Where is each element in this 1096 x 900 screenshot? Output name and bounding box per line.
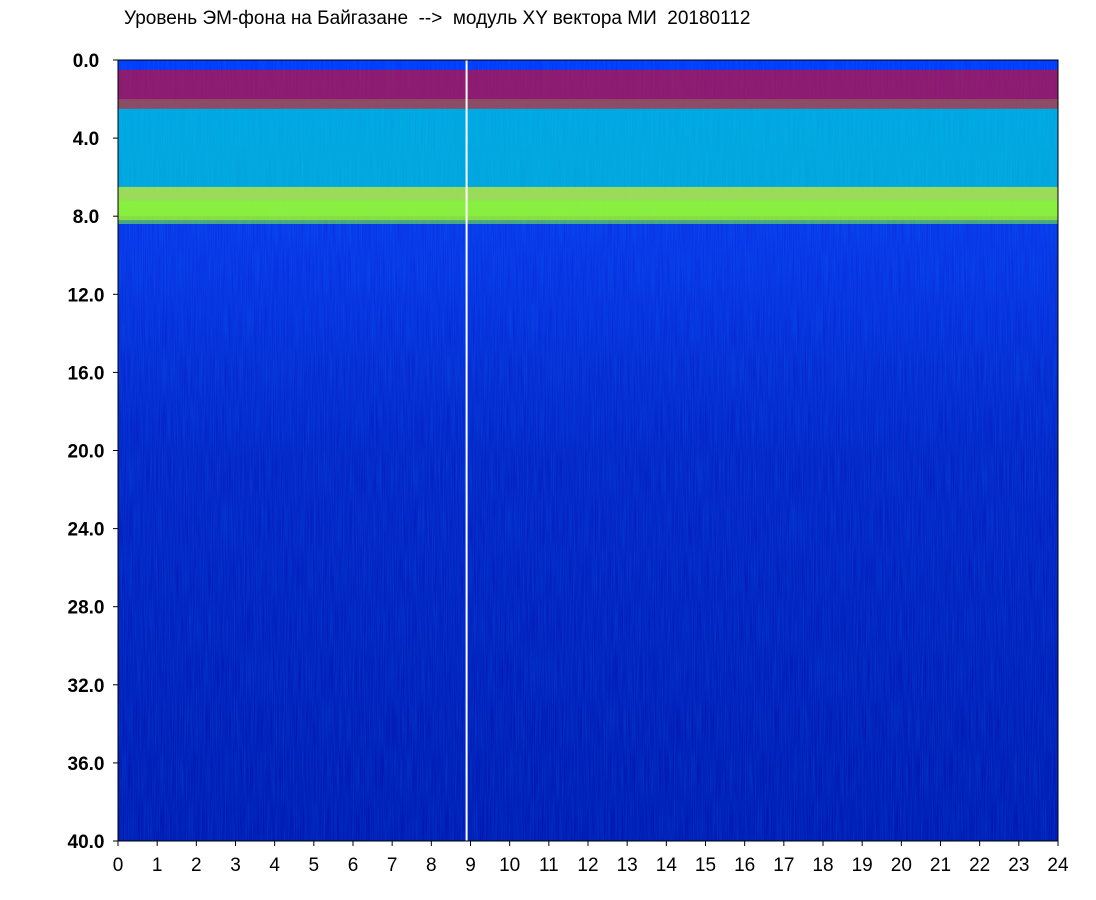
x-axis: 0 1 2 3 4 5 6 7 8 9 10 11 12 13 14 15 16 17 18 19 20 21 22 23 24 [113,841,1069,876]
y-tick-label: 4.0 [73,129,99,150]
x-tick-label: 2 [191,855,202,876]
x-tick-label: 15 [695,855,716,876]
y-tick-label: 28.0 [68,598,105,619]
chart-title: Уровень ЭМ-фона на Байгазане --> модуль … [124,8,751,29]
y-tick-label: 24.0 [68,520,105,541]
x-tick-label: 6 [348,855,359,876]
x-tick-label: 21 [930,855,951,876]
x-tick-label: 9 [465,855,476,876]
y-tick-label: 36.0 [68,754,105,775]
x-tick-label: 12 [577,855,598,876]
x-tick-label: 18 [812,855,833,876]
x-tick-label: 20 [891,855,912,876]
x-tick-label: 23 [1008,855,1029,876]
x-tick-label: 3 [230,855,241,876]
y-tick-label: 8.0 [73,207,99,228]
heat-band-peak [118,69,1058,109]
x-tick-label: 8 [426,855,437,876]
x-tick-label: 5 [309,855,320,876]
x-tick-label: 22 [969,855,990,876]
y-tick-label: 40.0 [68,832,105,853]
x-tick-label: 10 [499,855,520,876]
y-tick-label: 16.0 [68,363,105,384]
heat-band-edge [118,200,1058,225]
y-tick-label: 12.0 [68,285,105,306]
heatmap-bands [118,69,1058,225]
x-tick-label: 0 [113,855,124,876]
y-tick-label: 0.0 [73,51,99,72]
plot-area [118,60,1058,841]
x-tick-label: 13 [617,855,638,876]
x-tick-label: 17 [773,855,794,876]
x-tick-label: 16 [734,855,755,876]
x-tick-label: 7 [387,855,398,876]
y-tick-label: 20.0 [68,442,105,463]
x-tick-label: 4 [269,855,280,876]
x-tick-label: 11 [539,855,559,876]
x-tick-label: 1 [152,855,163,876]
x-tick-label: 14 [656,855,678,876]
x-tick-label: 19 [852,855,873,876]
y-axis: 0.0 4.0 8.0 12.0 16.0 20.0 24.0 28.0 32.0 36.0 40.… [68,51,118,853]
x-tick-label: 24 [1047,855,1069,876]
y-tick-label: 32.0 [68,676,105,697]
